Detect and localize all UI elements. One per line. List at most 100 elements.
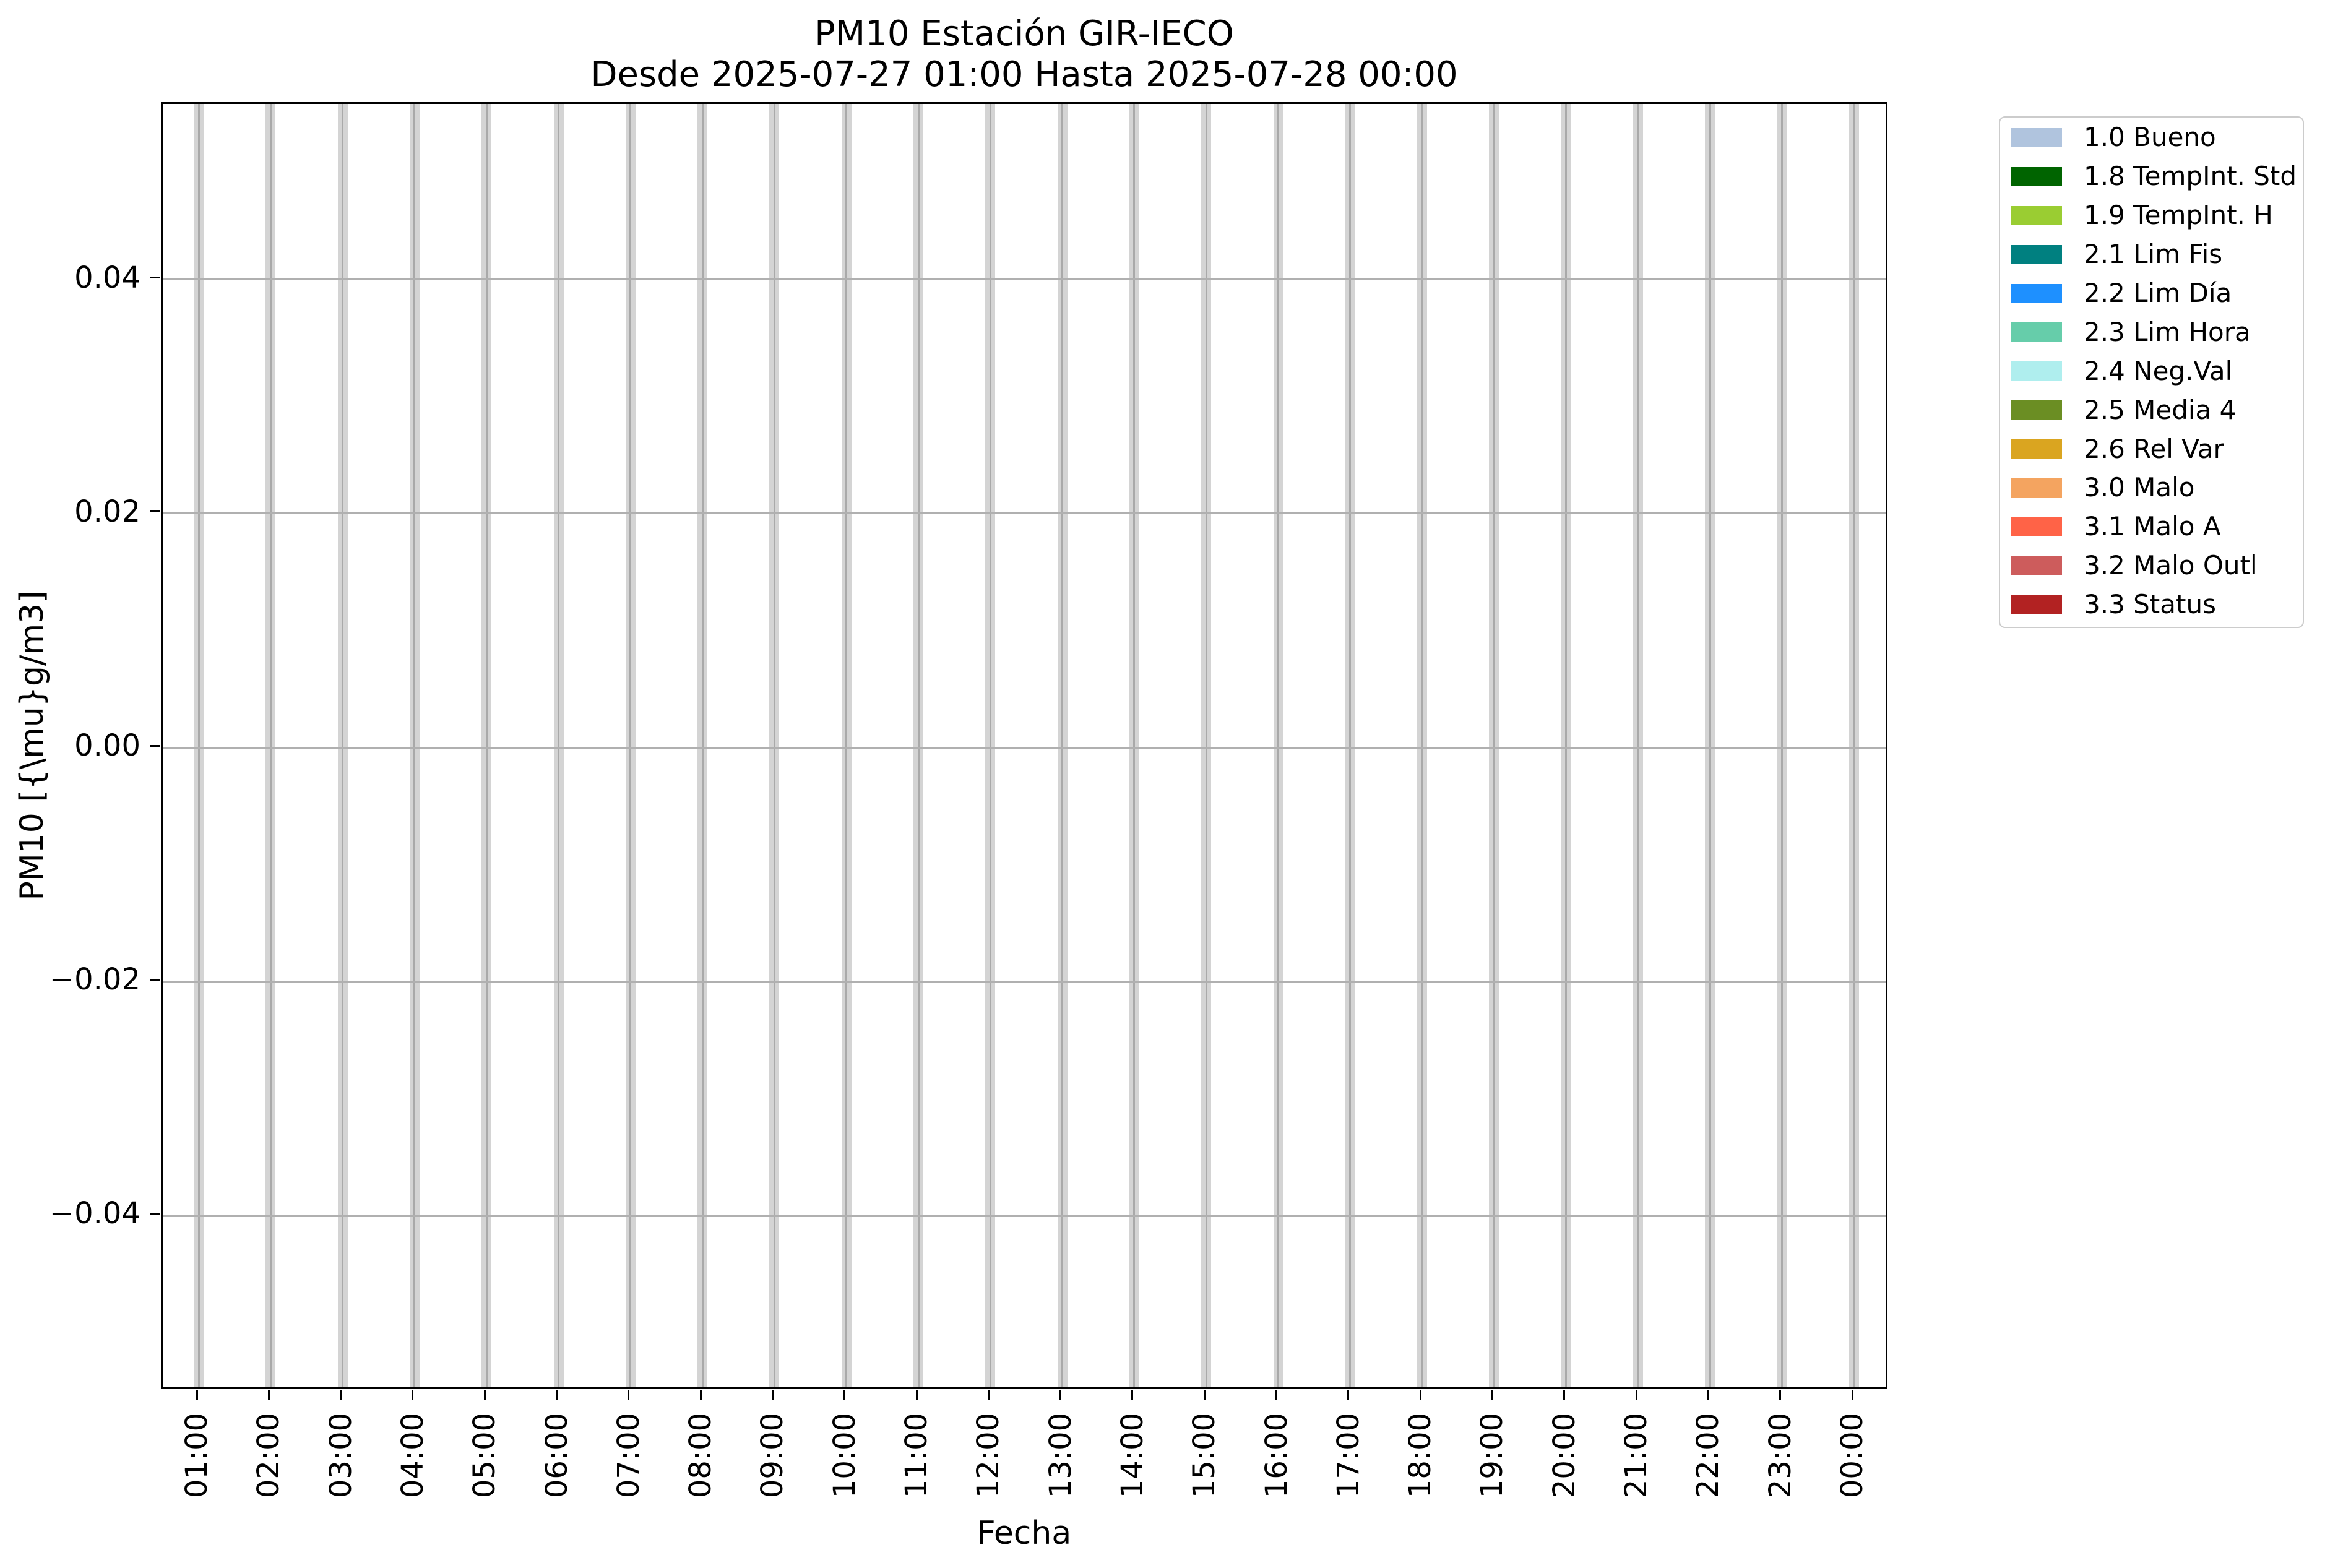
legend-swatch (2011, 556, 2062, 575)
legend-item-label: 1.8 TempInt. Std (2084, 161, 2297, 192)
x-tick-label: 00:00 (1835, 1412, 1870, 1499)
legend-swatch (2011, 439, 2062, 459)
legend-item-label: 3.3 Status (2084, 589, 2216, 620)
x-gridline (629, 104, 632, 1387)
x-gridline (1133, 104, 1136, 1387)
x-tick-mark (1347, 1390, 1350, 1400)
y-tick-label: 0.04 (74, 260, 140, 295)
x-tick-label: 17:00 (1331, 1412, 1366, 1499)
x-tick-mark (1851, 1390, 1853, 1400)
legend-item: 2.5 Media 4 (2011, 390, 2303, 429)
legend-item: 2.4 Neg.Val (2011, 351, 2303, 390)
x-gridline (1349, 104, 1352, 1387)
x-tick-mark (987, 1390, 990, 1400)
legend-item-label: 2.5 Media 4 (2084, 394, 2237, 425)
x-tick-mark (1635, 1390, 1637, 1400)
x-tick-label: 18:00 (1403, 1412, 1438, 1499)
x-gridline (917, 104, 920, 1387)
x-tick-label: 16:00 (1259, 1412, 1294, 1499)
x-tick-label: 09:00 (755, 1412, 790, 1499)
x-gridline (1493, 104, 1495, 1387)
x-tick-label: 13:00 (1043, 1412, 1078, 1499)
legend-item-label: 1.0 Bueno (2084, 122, 2216, 153)
x-tick-mark (267, 1390, 270, 1400)
y-gridline (163, 746, 1886, 749)
legend-item-label: 2.4 Neg.Val (2084, 355, 2233, 386)
x-tick-label: 03:00 (323, 1412, 358, 1499)
x-gridline (1205, 104, 1207, 1387)
legend-item: 2.3 Lim Hora (2011, 312, 2303, 351)
x-gridline (558, 104, 560, 1387)
x-tick-label: 19:00 (1475, 1412, 1510, 1499)
x-tick-label: 20:00 (1546, 1412, 1582, 1499)
x-gridline (1061, 104, 1064, 1387)
x-gridline (1853, 104, 1855, 1387)
x-gridline (1277, 104, 1280, 1387)
legend-swatch (2011, 322, 2062, 342)
legend-item: 2.2 Lim Día (2011, 274, 2303, 313)
legend-item-label: 2.1 Lim Fis (2084, 239, 2223, 270)
x-tick-label: 12:00 (971, 1412, 1006, 1499)
legend-item: 2.6 Rel Var (2011, 429, 2303, 468)
x-tick-label: 04:00 (395, 1412, 430, 1499)
x-tick-mark (1779, 1390, 1782, 1400)
x-tick-label: 08:00 (683, 1412, 718, 1499)
y-tick-mark (150, 510, 160, 513)
y-tick-label: 0.00 (74, 728, 140, 763)
legend-item: 3.2 Malo Outl (2011, 546, 2303, 585)
x-gridline (485, 104, 488, 1387)
x-tick-mark (1491, 1390, 1493, 1400)
x-tick-label: 23:00 (1762, 1412, 1798, 1499)
x-gridline (845, 104, 848, 1387)
x-tick-mark (1203, 1390, 1206, 1400)
legend-item: 3.0 Malo (2011, 468, 2303, 507)
x-tick-mark (771, 1390, 774, 1400)
x-tick-mark (628, 1390, 630, 1400)
legend-swatch (2011, 517, 2062, 536)
y-tick-mark (150, 744, 160, 747)
x-tick-label: 01:00 (179, 1412, 214, 1499)
x-gridline (1781, 104, 1784, 1387)
chart-title-line2: Desde 2025-07-27 01:00 Hasta 2025-07-28 … (590, 54, 1458, 95)
y-gridline (163, 1214, 1886, 1217)
x-tick-mark (1563, 1390, 1566, 1400)
legend-item: 1.0 Bueno (2011, 118, 2303, 157)
legend-item-label: 2.3 Lim Hora (2084, 316, 2251, 347)
x-gridline (989, 104, 991, 1387)
y-gridline (163, 980, 1886, 983)
legend-item: 1.9 TempInt. H (2011, 196, 2303, 235)
y-tick-mark (150, 978, 160, 981)
legend: 1.0 Bueno 1.8 TempInt. Std 1.9 TempInt. H 2… (1999, 116, 2304, 628)
x-tick-label: 21:00 (1619, 1412, 1654, 1499)
x-tick-mark (1707, 1390, 1709, 1400)
legend-item: 3.3 Status (2011, 585, 2303, 624)
y-gridline (163, 278, 1886, 281)
chart-title-line1: PM10 Estación GIR-IECO (814, 14, 1234, 54)
x-gridline (1637, 104, 1639, 1387)
x-tick-mark (340, 1390, 342, 1400)
y-tick-label: −0.04 (49, 1196, 140, 1231)
x-gridline (701, 104, 704, 1387)
legend-swatch (2011, 478, 2062, 498)
x-tick-mark (412, 1390, 414, 1400)
x-gridline (269, 104, 272, 1387)
x-gridline (1709, 104, 1711, 1387)
x-tick-mark (196, 1390, 198, 1400)
legend-swatch (2011, 166, 2062, 186)
y-tick-label: 0.02 (74, 494, 140, 529)
x-gridline (1565, 104, 1568, 1387)
legend-item-label: 2.2 Lim Día (2084, 278, 2232, 308)
legend-item-label: 3.2 Malo Outl (2084, 550, 2258, 581)
legend-item: 1.8 TempInt. Std (2011, 157, 2303, 196)
x-gridline (1421, 104, 1423, 1387)
legend-swatch (2011, 361, 2062, 381)
y-tick-mark (150, 277, 160, 279)
x-gridline (413, 104, 416, 1387)
legend-item-label: 1.9 TempInt. H (2084, 200, 2273, 231)
x-tick-label: 22:00 (1691, 1412, 1726, 1499)
x-tick-label: 14:00 (1115, 1412, 1150, 1499)
x-tick-label: 10:00 (827, 1412, 862, 1499)
x-tick-mark (1059, 1390, 1062, 1400)
chart-title: PM10 Estación GIR-IECO Desde 2025-07-27 … (161, 14, 1887, 95)
